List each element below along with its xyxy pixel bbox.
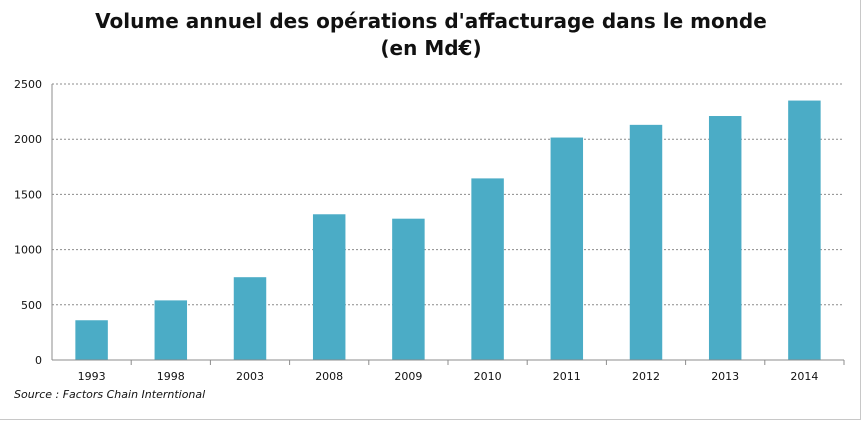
bar-2011 (550, 137, 584, 360)
x-tick-label: 2012 (632, 370, 660, 383)
x-tick-label: 2003 (236, 370, 264, 383)
x-tick-label: 2014 (790, 370, 818, 383)
bar-2013 (708, 116, 742, 361)
y-tick-label: 1500 (14, 188, 42, 201)
axes: 0 500 1000 1500 2000 2500 1993 1998 2003 2008 2009… (14, 78, 845, 383)
x-tick-label: 2010 (474, 370, 502, 383)
x-tick-label: 2009 (394, 370, 422, 383)
x-tick-label: 2013 (711, 370, 739, 383)
bar-1993 (75, 320, 108, 360)
bar-2010 (471, 178, 504, 360)
bar-2012 (629, 124, 663, 361)
x-tick-label: 2011 (553, 370, 581, 383)
source-note: Source : Factors Chain Interntional (14, 388, 206, 401)
bar-2008 (312, 214, 346, 360)
chart-title: Volume annuel des opérations d'affactura… (0, 8, 862, 62)
bars (75, 100, 821, 361)
y-tick-label: 1000 (14, 244, 42, 257)
bar-2003 (233, 277, 267, 360)
bar-2014 (788, 100, 821, 360)
y-tick-label: 2000 (14, 133, 42, 146)
y-tick-label: 500 (21, 299, 42, 312)
bar-1998 (154, 300, 188, 360)
x-tick-label: 2008 (315, 370, 343, 383)
y-tick-label: 2500 (14, 78, 42, 91)
y-tick-label: 0 (35, 354, 42, 367)
chart-title-line1: Volume annuel des opérations d'affactura… (95, 9, 767, 33)
chart-title-line2: (en Md€) (380, 36, 482, 60)
x-tick-label: 1993 (78, 370, 106, 383)
bar-2009 (392, 218, 425, 360)
x-tick-label: 1998 (157, 370, 185, 383)
